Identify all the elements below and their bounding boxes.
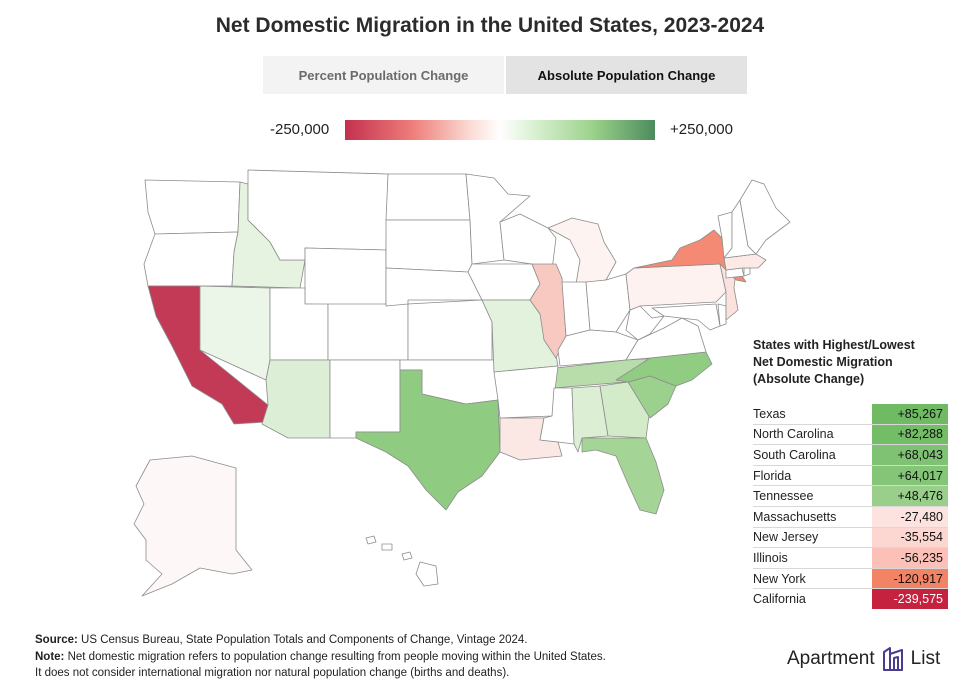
us-map	[133, 169, 791, 597]
ranking-state: Florida	[753, 468, 792, 483]
ranking-state: New York	[753, 571, 806, 586]
tab-percent-change[interactable]: Percent Population Change	[263, 56, 504, 94]
state-kansas[interactable]	[407, 299, 493, 361]
state-south-dakota[interactable]	[385, 219, 473, 273]
source-line: Source: US Census Bureau, State Populati…	[35, 632, 606, 649]
building-logo-icon	[882, 647, 903, 671]
logo-word-list: List	[910, 648, 941, 669]
ranking-panel-title: States with Highest/Lowest Net Domestic …	[753, 337, 953, 388]
ranking-state: Massachusetts	[753, 509, 837, 524]
ranking-row: Tennessee +48,476	[753, 485, 948, 506]
ranking-value: +48,476	[872, 486, 948, 506]
note-line-2: It does not consider international migra…	[35, 667, 510, 679]
state-oregon[interactable]	[143, 231, 239, 287]
page-title: Net Domestic Migration in the United Sta…	[215, 14, 765, 37]
ranking-row: Illinois -56,235	[753, 547, 948, 568]
source-text: US Census Bureau, State Population Total…	[77, 634, 528, 646]
state-maryland[interactable]	[651, 303, 721, 331]
logo-word-apartment: Apartment	[787, 648, 875, 669]
state-rhode-island[interactable]	[743, 267, 751, 277]
source-label: Source:	[35, 634, 78, 646]
footer-notes: Source: US Census Bureau, State Populati…	[35, 632, 606, 682]
state-kentucky[interactable]	[557, 329, 639, 367]
state-illinois[interactable]	[529, 263, 567, 359]
state-arizona[interactable]	[261, 359, 331, 439]
ranking-value: +68,043	[872, 445, 948, 465]
state-arkansas[interactable]	[493, 365, 559, 419]
state-florida[interactable]	[581, 437, 665, 515]
ranking-row: New York -120,917	[753, 567, 948, 589]
note-text: Net domestic migration refers to populat…	[64, 650, 606, 663]
ranking-state: Illinois	[753, 550, 788, 565]
state-west-virginia[interactable]	[625, 305, 665, 341]
tab-absolute-change[interactable]: Absolute Population Change	[506, 56, 747, 94]
ranking-title-line: Net Domestic Migration	[753, 355, 893, 369]
ranking-row: Texas +85,267	[753, 404, 948, 424]
state-alaska[interactable]	[133, 455, 253, 597]
ranking-row: New Jersey -35,554	[753, 526, 948, 548]
state-pennsylvania[interactable]	[625, 263, 727, 311]
state-new-mexico[interactable]	[329, 359, 401, 439]
state-texas[interactable]	[355, 369, 501, 511]
state-maine[interactable]	[739, 179, 791, 255]
state-hawaii[interactable]	[365, 535, 439, 587]
view-tabs: Percent Population Change Absolute Popul…	[263, 56, 747, 94]
ranking-state: North Carolina	[753, 427, 834, 442]
ranking-state: South Carolina	[753, 447, 836, 462]
ranking-row: South Carolina +68,043	[753, 444, 948, 465]
state-nebraska[interactable]	[385, 267, 483, 307]
state-colorado[interactable]	[327, 303, 409, 361]
ranking-row: Massachusetts -27,480	[753, 505, 948, 527]
state-north-dakota[interactable]	[385, 173, 471, 221]
ranking-state: Texas	[753, 406, 786, 421]
ranking-table: Texas +85,267 North Carolina +82,288 South…	[753, 404, 948, 609]
ranking-value: +82,288	[872, 424, 948, 445]
ranking-value: -56,235	[872, 548, 948, 568]
note-label: Note:	[35, 650, 65, 663]
ranking-row: California -239,575	[753, 588, 948, 609]
apartment-list-logo[interactable]: Apartment List	[787, 646, 940, 672]
ranking-row: North Carolina +82,288	[753, 423, 948, 445]
legend-min-label: -250,000	[270, 121, 330, 138]
ranking-state: Tennessee	[753, 489, 814, 504]
state-michigan[interactable]	[547, 217, 617, 285]
note-line: Note: Net domestic migration refers to p…	[35, 649, 606, 666]
ranking-state: California	[753, 592, 806, 607]
ranking-value: -120,917	[872, 568, 948, 589]
ranking-title-line: States with Highest/Lowest	[753, 338, 915, 352]
ranking-value: -27,480	[872, 506, 948, 527]
ranking-state: New Jersey	[753, 530, 819, 545]
legend-color-scale	[345, 120, 655, 140]
state-washington[interactable]	[144, 179, 241, 235]
state-indiana[interactable]	[561, 281, 591, 337]
ranking-title-line: (Absolute Change)	[753, 372, 865, 386]
ranking-value: +64,017	[872, 465, 948, 486]
ranking-value: +85,267	[872, 404, 948, 424]
state-wyoming[interactable]	[304, 247, 387, 307]
ranking-row: Florida +64,017	[753, 464, 948, 486]
legend-max-label: +250,000	[670, 121, 733, 138]
state-wisconsin[interactable]	[499, 213, 557, 271]
ranking-value: -239,575	[872, 589, 948, 609]
ranking-value: -35,554	[872, 527, 948, 548]
state-ohio[interactable]	[585, 273, 631, 333]
state-delaware[interactable]	[717, 303, 727, 327]
